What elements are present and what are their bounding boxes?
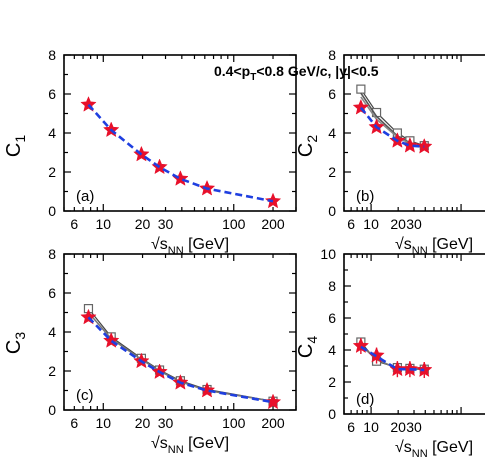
data-point-square — [356, 84, 366, 94]
y-tick-label: 0 — [48, 402, 56, 418]
series-line-2 — [87, 311, 274, 403]
x-tick-label: 6 — [70, 415, 78, 431]
y-tick-label: 8 — [48, 47, 56, 63]
x-tick-label: 200 — [261, 216, 285, 232]
y-tick-label: 4 — [328, 342, 336, 358]
y-tick-label: 4 — [48, 125, 56, 141]
x-tick-label: 6 — [70, 216, 78, 232]
y-tick-label: 2 — [328, 164, 336, 180]
y-tick-label: 8 — [48, 246, 56, 262]
x-tick-label: 30 — [406, 419, 422, 435]
series-group — [352, 84, 433, 154]
y-axis-label: C4 — [295, 336, 320, 358]
series-group — [352, 337, 433, 378]
chart-panel-4: 0 2 4 6 8 10 6 10 20 30 (d) C4 √sNN [GeV] — [295, 246, 485, 457]
plot-frame — [343, 253, 485, 415]
y-tick-label: 0 — [328, 203, 336, 219]
y-tick-label: 0 — [48, 203, 56, 219]
x-tick-label: 6 — [347, 216, 355, 232]
x-tick-label: 200 — [261, 415, 285, 431]
x-axis-label: √sNN [GeV] — [395, 439, 473, 457]
chart-panel-1: 0 2 4 6 8 6 10 20 30 100 200 (a) C1 √sNN [GeV] — [3, 47, 297, 257]
x-tick-label: 100 — [222, 216, 246, 232]
y-tick-label: 8 — [328, 278, 336, 294]
y-tick-label: 6 — [328, 86, 336, 102]
annotation-kinematic-cut: 0.4<pT<0.8 GeV/c, |y|<0.5 — [214, 63, 379, 83]
x-tick-label: 20 — [390, 419, 406, 435]
x-tick-label: 30 — [406, 216, 422, 232]
y-tick-label: 6 — [328, 310, 336, 326]
y-tick-label: 2 — [328, 374, 336, 390]
series-line-5 — [359, 106, 425, 148]
x-tick-label: 6 — [347, 419, 355, 435]
y-tick-label: 4 — [48, 324, 56, 340]
x-tick-label: 10 — [95, 415, 111, 431]
chart-panel-3: 0 2 4 6 8 6 10 20 30 100 200 (c) C3 √sNN [GeV] — [3, 246, 297, 456]
y-tick-label: 0 — [328, 406, 336, 422]
series-group — [80, 96, 282, 209]
panel-label: (d) — [356, 391, 374, 408]
x-tick-label: 30 — [158, 415, 174, 431]
panel-label: (b) — [356, 188, 374, 205]
x-tick-label: 10 — [363, 216, 379, 232]
data-point-star — [264, 393, 282, 410]
x-axis-label: √sNN [GeV] — [151, 236, 229, 257]
y-tick-label: 6 — [48, 86, 56, 102]
data-point-star — [172, 170, 189, 186]
x-tick-label: 20 — [135, 216, 151, 232]
x-tick-label: 20 — [135, 415, 151, 431]
x-tick-label: 10 — [363, 419, 379, 435]
y-tick-label: 2 — [48, 164, 56, 180]
panel-label: (c) — [76, 387, 94, 404]
series-line-4 — [87, 316, 274, 404]
y-axis-label: C3 — [3, 332, 28, 354]
x-tick-label: 20 — [390, 216, 406, 232]
x-axis-label: √sNN [GeV] — [151, 435, 229, 456]
series-line-2 — [87, 103, 274, 203]
series-group — [80, 304, 282, 410]
series-line-1 — [360, 88, 425, 147]
x-tick-label: 30 — [158, 216, 174, 232]
y-tick-label: 4 — [328, 125, 336, 141]
panel-label: (a) — [76, 188, 94, 205]
y-axis-label: C1 — [3, 135, 28, 157]
y-tick-label: 6 — [48, 285, 56, 301]
y-tick-label: 2 — [48, 363, 56, 379]
y-tick-label: 10 — [320, 246, 336, 262]
x-tick-label: 100 — [222, 415, 246, 431]
y-axis-label: C2 — [295, 135, 320, 157]
x-tick-label: 10 — [95, 216, 111, 232]
series-line-4 — [360, 345, 425, 372]
y-tick-label: 8 — [328, 47, 336, 63]
series-line-1 — [87, 308, 274, 402]
